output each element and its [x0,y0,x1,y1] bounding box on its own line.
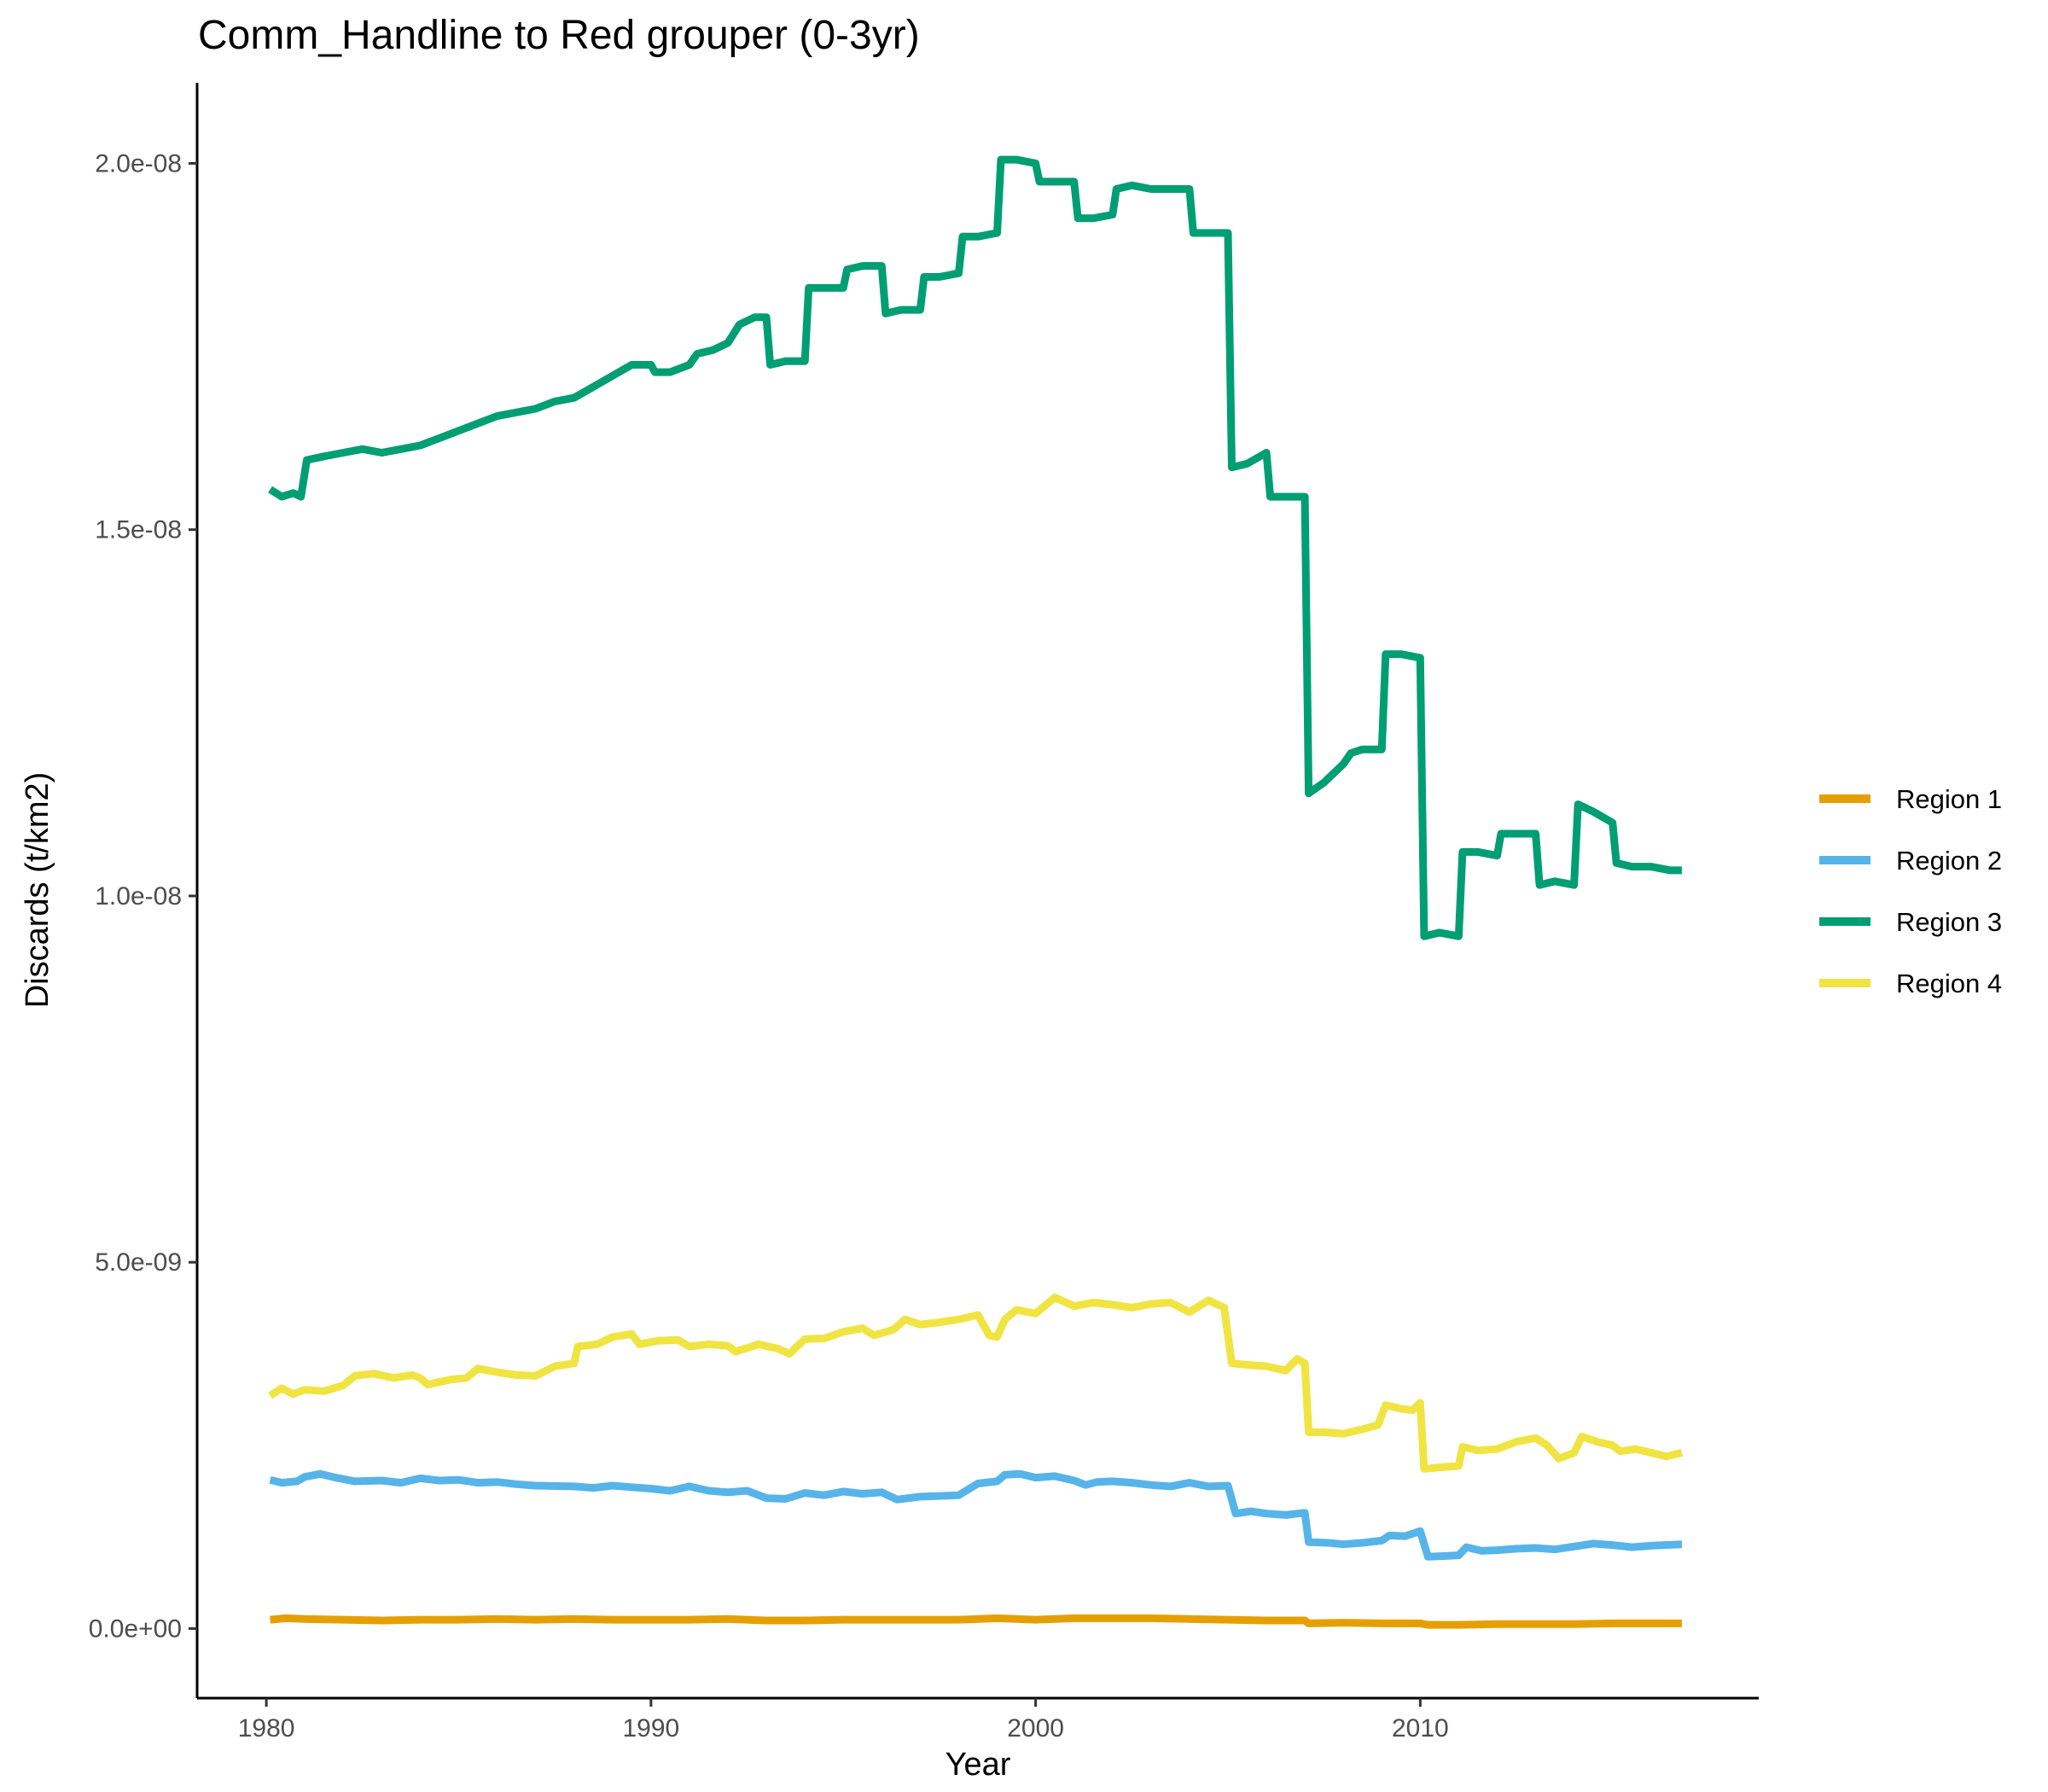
legend-label-region-4: Region 4 [1896,969,2002,998]
series-line-region-3 [268,155,1682,940]
y-ticks: 0.0e+00 5.0e-09 1.0e-08 1.5e-08 2.0e-08 [89,149,197,1643]
y-tick-label: 2.0e-08 [95,149,182,177]
y-axis-title: Discards (t/km2) [20,772,55,1009]
x-ticks: 1980 1990 2000 2010 [238,1698,1449,1743]
legend-label-region-1: Region 1 [1896,784,2002,814]
y-tick-label: 5.0e-09 [95,1248,182,1277]
series-line-region-2 [269,1469,1683,1561]
x-tick-label: 2010 [1392,1714,1449,1743]
series-line-region-1 [270,1614,1682,1629]
series-line-region-4 [268,1293,1683,1473]
y-tick-label: 1.0e-08 [95,882,182,911]
x-tick-label: 1990 [622,1714,679,1743]
y-tick-label: 0.0e+00 [89,1615,182,1643]
x-tick-label: 1980 [238,1714,295,1743]
legend-label-region-2: Region 2 [1896,846,2002,876]
series-layer [268,155,1683,1629]
legend-label-region-3: Region 3 [1896,907,2002,937]
x-axis-title: Year [945,1747,1011,1783]
x-tick-label: 2000 [1007,1714,1064,1743]
legend: Region 1 Region 2 Region 3 Region 4 [1819,784,2002,998]
chart-title: Comm_Handline to Red grouper (0-3yr) [198,13,920,58]
y-tick-label: 1.5e-08 [95,516,182,544]
